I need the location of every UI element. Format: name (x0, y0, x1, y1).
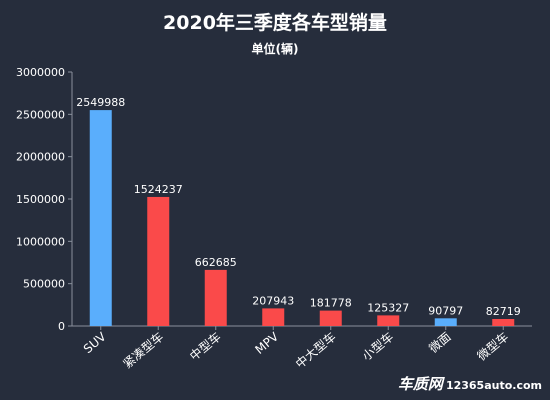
bar (377, 315, 400, 326)
watermark-logo: 车质网 (397, 375, 443, 393)
y-tick-label: 1500000 (16, 193, 65, 206)
x-tick-label: 中型车 (186, 329, 223, 364)
x-tick-label: SUV (81, 329, 109, 356)
x-tick-label: 中大型车 (292, 329, 338, 371)
watermark-site: 12365auto.com (445, 379, 542, 392)
y-tick-label: 1000000 (16, 235, 65, 248)
y-tick-label: 0 (58, 320, 65, 333)
data-label: 181778 (310, 297, 352, 310)
x-tick-label: 微面 (426, 330, 453, 356)
bar (434, 318, 457, 326)
bar (89, 110, 112, 326)
data-label: 662685 (195, 256, 237, 269)
data-label: 1524237 (134, 183, 183, 196)
x-tick-label: MPV (252, 329, 281, 357)
bar (204, 269, 227, 326)
data-label: 125327 (367, 301, 409, 314)
chart-title: 2020年三季度各车型销量 (163, 12, 387, 34)
data-label: 207943 (252, 294, 294, 307)
chart-subtitle: 单位(辆) (251, 42, 299, 56)
data-label: 2549988 (76, 96, 125, 109)
watermark: 车质网 12365auto.com (398, 373, 542, 394)
x-tick-label: 微型车 (474, 329, 511, 364)
y-tick-label: 2500000 (16, 108, 65, 121)
y-tick-label: 2000000 (16, 151, 65, 164)
bar (492, 318, 515, 326)
bar (147, 196, 170, 326)
x-tick-label: 小型车 (359, 329, 396, 364)
data-label: 90797 (428, 304, 463, 317)
bar (262, 308, 285, 326)
bar (319, 310, 342, 326)
x-tick-label: 紧凑型车 (120, 329, 166, 371)
y-tick-label: 3000000 (16, 66, 65, 79)
y-tick-label: 500000 (23, 278, 65, 291)
data-label: 82719 (486, 305, 521, 318)
